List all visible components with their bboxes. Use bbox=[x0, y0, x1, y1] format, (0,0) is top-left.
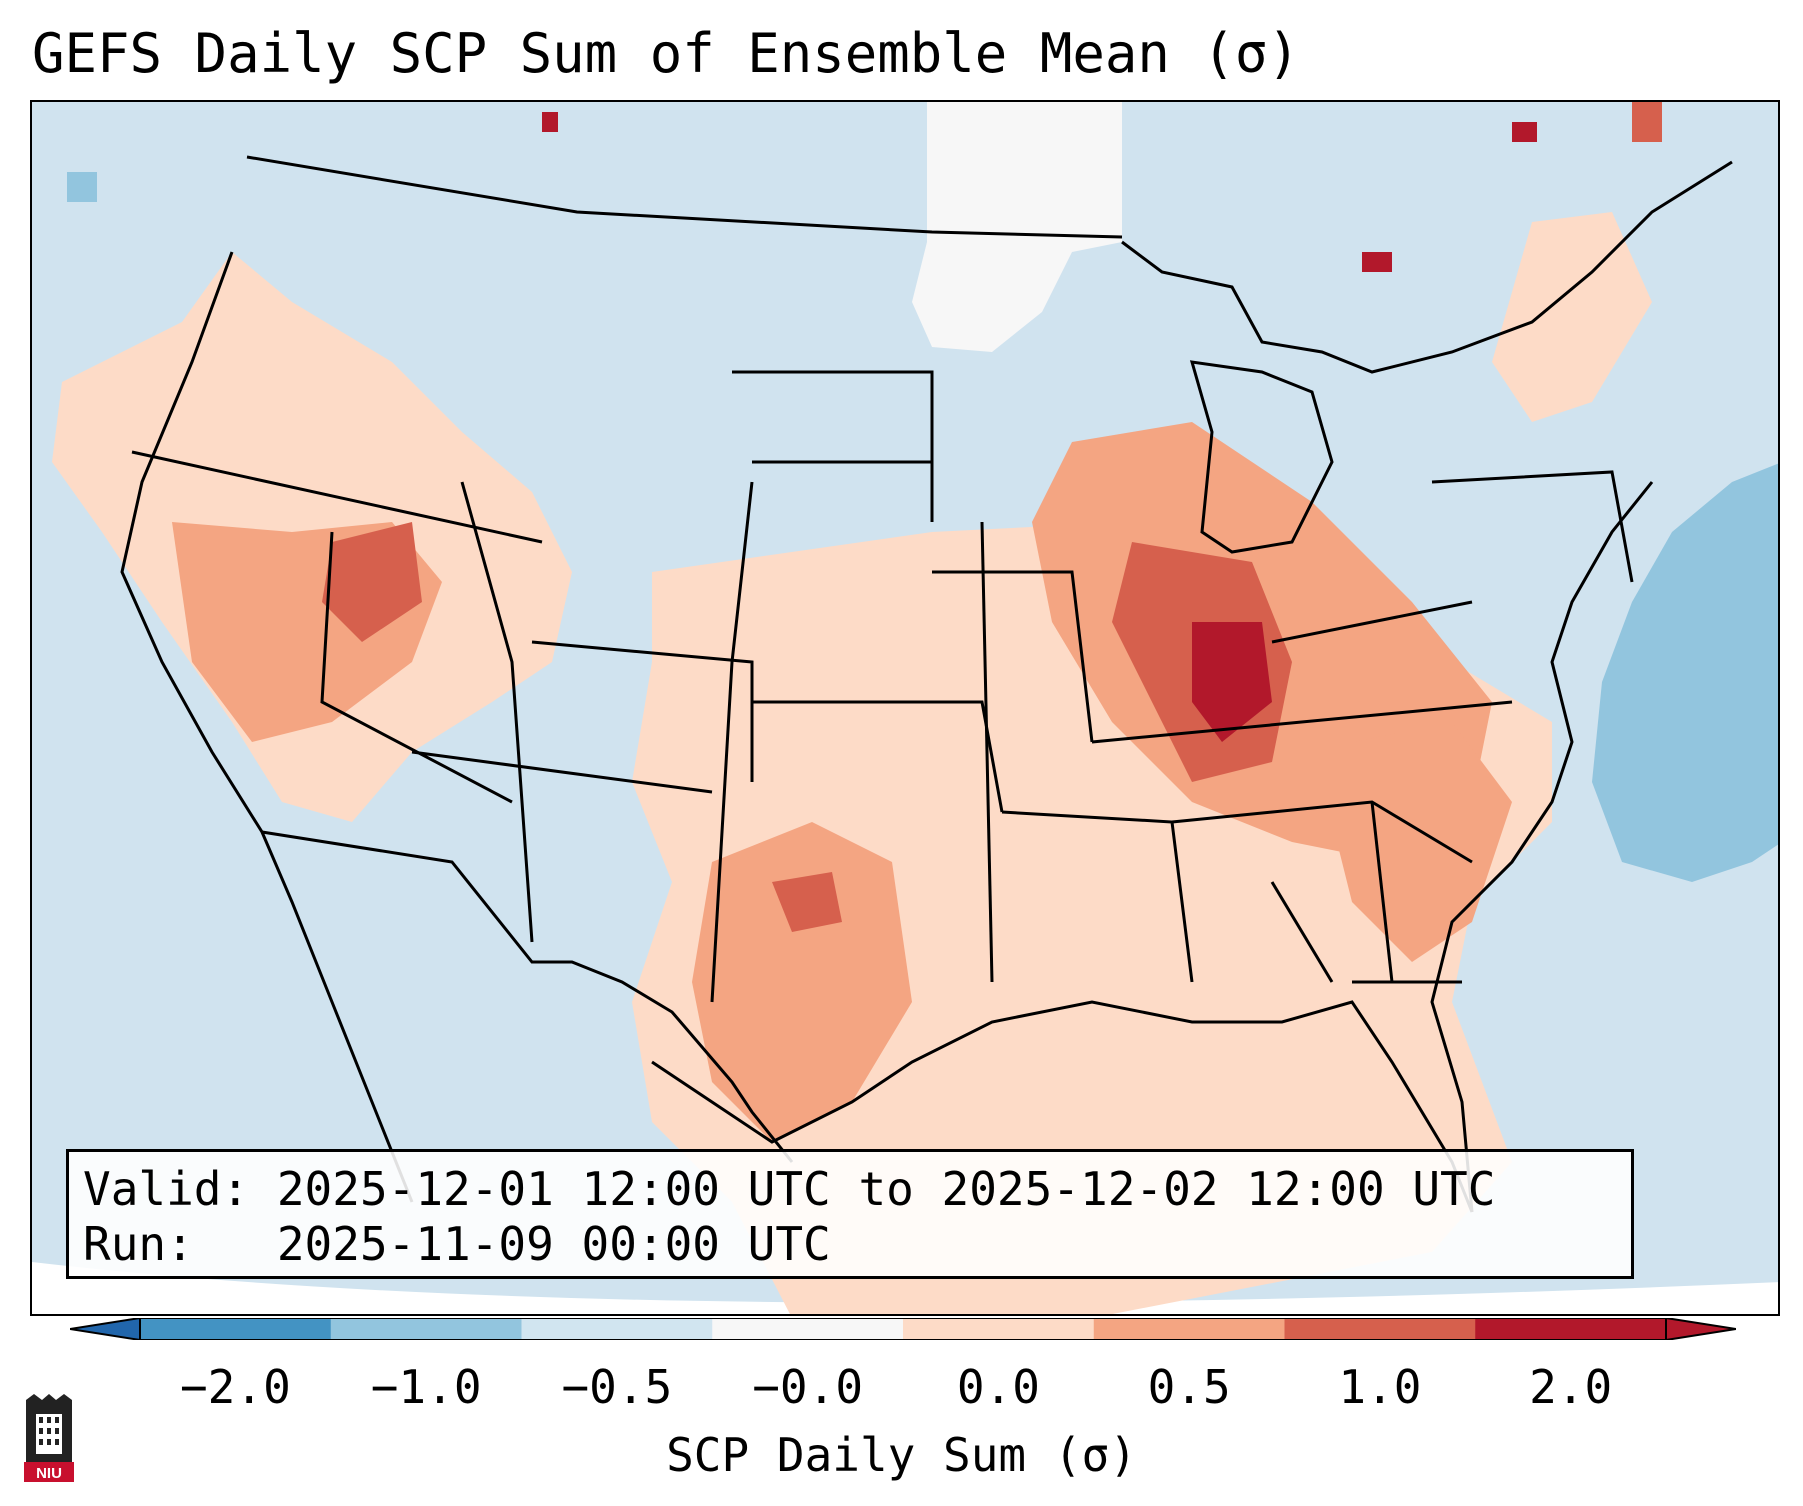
colorbar-segment bbox=[1475, 1318, 1667, 1340]
northeast-strong-cell bbox=[1632, 102, 1662, 142]
state-line-2 bbox=[320, 531, 513, 804]
us-mexico-border bbox=[261, 830, 794, 1163]
west-coast bbox=[120, 251, 414, 1203]
colorbar-segment bbox=[903, 1318, 1095, 1340]
colorbar-label: SCP Daily Sum (σ) bbox=[666, 1428, 1137, 1482]
quebec-max-cell bbox=[1512, 122, 1537, 142]
northeast-light-positive bbox=[1492, 212, 1652, 422]
valid-time: Valid: 2025-12-01 12:00 UTC to 2025-12-0… bbox=[83, 1162, 1496, 1216]
colorbar-tick-label: −2.0 bbox=[179, 1360, 291, 1414]
pacific-negative-cell bbox=[67, 172, 97, 202]
texas-moderate-positive bbox=[692, 822, 912, 1142]
colorbar-segment bbox=[140, 1318, 332, 1340]
colorbar-tick-label: 2.0 bbox=[1529, 1360, 1613, 1414]
indiana-max-positive bbox=[1192, 622, 1272, 742]
colorbar-under-arrow bbox=[70, 1318, 141, 1340]
colorbar-segment bbox=[712, 1318, 904, 1340]
niu-logo: NIU bbox=[24, 1394, 74, 1482]
state-line-11 bbox=[932, 570, 1094, 743]
canada-max-cell bbox=[542, 112, 558, 132]
colorbar bbox=[70, 1318, 1736, 1340]
map-outer-edge bbox=[32, 1262, 1778, 1314]
gulf-coast bbox=[651, 1000, 1474, 1213]
east-coast bbox=[1430, 481, 1654, 1213]
southeast-moderate-positive bbox=[1332, 722, 1512, 962]
colorbar-segment bbox=[1093, 1318, 1285, 1340]
state-line-9 bbox=[732, 370, 934, 522]
colorbar-segment bbox=[330, 1318, 522, 1340]
colorbar-over-arrow bbox=[1665, 1318, 1736, 1340]
map-title: GEFS Daily SCP Sum of Ensemble Mean (σ) bbox=[32, 22, 1300, 85]
valid-run-box: Valid: 2025-12-01 12:00 UTC to 2025-12-0… bbox=[66, 1149, 1634, 1279]
state-line-7 bbox=[752, 700, 1004, 813]
ontario-max-cell bbox=[1362, 252, 1392, 272]
state-line-5 bbox=[531, 640, 754, 782]
colorbar-tick-label: −0.5 bbox=[561, 1360, 673, 1414]
state-line-19 bbox=[1431, 470, 1634, 583]
logo-text: NIU bbox=[36, 1465, 62, 1482]
colorbar-tick-label: −1.0 bbox=[370, 1360, 482, 1414]
colorbar-tick-label: 0.5 bbox=[1147, 1360, 1231, 1414]
canada-border-east bbox=[1121, 160, 1733, 374]
state-line-16 bbox=[1370, 801, 1394, 983]
map-panel bbox=[30, 100, 1780, 1316]
texas-strong-positive bbox=[772, 872, 842, 932]
anomaly-regions bbox=[52, 102, 1662, 1314]
run-time: Run: 2025-11-09 00:00 UTC bbox=[83, 1217, 831, 1271]
west-strong-positive bbox=[322, 522, 422, 642]
atlantic-negative-region bbox=[1592, 463, 1778, 882]
state-line-3 bbox=[411, 750, 713, 794]
boundaries bbox=[120, 155, 1733, 1213]
colorbar-tick-label: 1.0 bbox=[1338, 1360, 1422, 1414]
colorbar-segment bbox=[521, 1318, 713, 1340]
lake-michigan-peninsula bbox=[1189, 360, 1334, 554]
state-line-18 bbox=[1270, 881, 1334, 983]
state-line-8 bbox=[980, 521, 994, 983]
state-line-6 bbox=[710, 481, 754, 1003]
state-line-4 bbox=[460, 481, 534, 943]
colorbar-tick-label: −0.0 bbox=[752, 1360, 864, 1414]
state-line-13 bbox=[1091, 700, 1513, 744]
colorbar-tick-label: 0.0 bbox=[956, 1360, 1040, 1414]
us-canada-border bbox=[246, 155, 1123, 239]
neutral-region bbox=[912, 102, 1122, 352]
colorbar-segment bbox=[1284, 1318, 1476, 1340]
state-line-15 bbox=[1271, 600, 1473, 644]
